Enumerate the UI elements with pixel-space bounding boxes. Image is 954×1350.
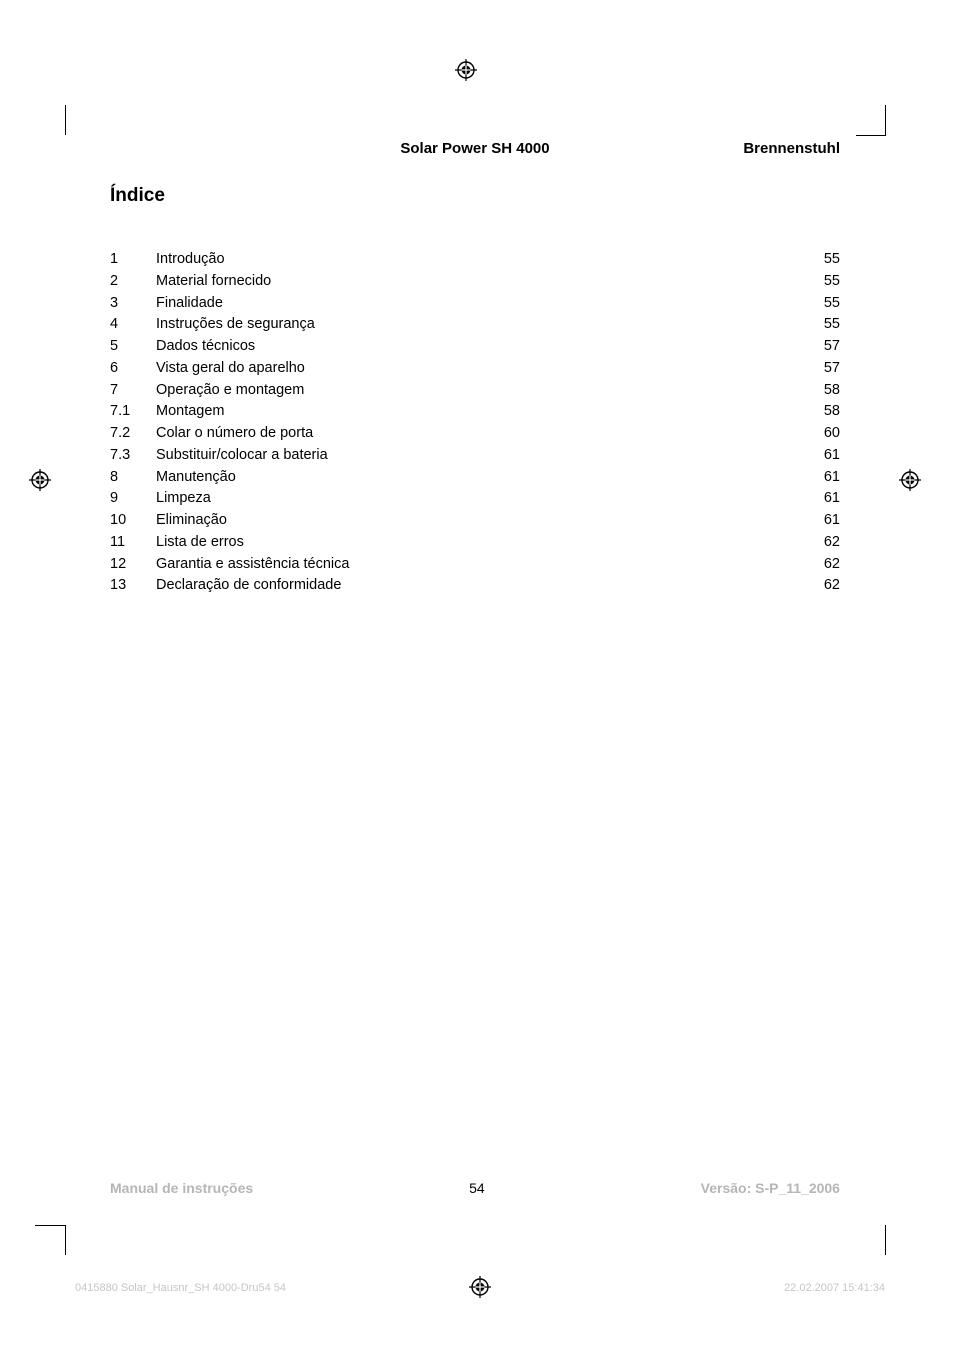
toc-label: Limpeza bbox=[156, 488, 211, 510]
toc-number: 10 bbox=[110, 510, 156, 532]
crop-mark bbox=[35, 1225, 65, 1226]
toc-label: Instruções de segurança bbox=[156, 314, 315, 336]
page-header: Solar Power SH 4000 Brennenstuhl bbox=[110, 140, 840, 157]
toc-page-number: 55 bbox=[824, 293, 840, 315]
footer-left: Manual de instruções bbox=[110, 1180, 253, 1196]
toc-label: Substituir/colocar a bateria bbox=[156, 445, 328, 467]
page-body: Solar Power SH 4000 Brennenstuhl Índice … bbox=[110, 140, 840, 597]
section-title: Índice bbox=[110, 185, 840, 207]
registration-mark-icon bbox=[899, 469, 921, 491]
toc-row: 7Operação e montagem 58 bbox=[110, 380, 840, 402]
registration-mark-icon bbox=[469, 1276, 491, 1301]
toc-label: Vista geral do aparelho bbox=[156, 358, 305, 380]
toc-page-number: 55 bbox=[824, 249, 840, 271]
toc-number: 13 bbox=[110, 575, 156, 597]
toc-row: 1Introdução 55 bbox=[110, 249, 840, 271]
print-meta-right: 22.02.2007 15:41:34 bbox=[784, 1282, 885, 1294]
toc-number: 7.2 bbox=[110, 423, 156, 445]
toc-row: 7.3Substituir/colocar a bateria 61 bbox=[110, 445, 840, 467]
toc-page-number: 62 bbox=[824, 554, 840, 576]
toc-page-number: 57 bbox=[824, 358, 840, 380]
toc-page-number: 61 bbox=[824, 445, 840, 467]
toc-number: 7 bbox=[110, 380, 156, 402]
toc-number: 1 bbox=[110, 249, 156, 271]
toc-number: 5 bbox=[110, 336, 156, 358]
toc-page-number: 62 bbox=[824, 575, 840, 597]
toc-row: 2Material fornecido 55 bbox=[110, 271, 840, 293]
print-meta-left: 0415880 Solar_Hausnr_SH 4000-Dru54 54 bbox=[75, 1282, 286, 1294]
toc-number: 4 bbox=[110, 314, 156, 336]
toc-label: Operação e montagem bbox=[156, 380, 304, 402]
crop-mark bbox=[885, 1225, 886, 1255]
page-number: 54 bbox=[469, 1180, 485, 1196]
print-meta-row: 0415880 Solar_Hausnr_SH 4000-Dru54 54 22… bbox=[75, 1282, 885, 1294]
toc-page-number: 60 bbox=[824, 423, 840, 445]
toc-label: Garantia e assistência técnica bbox=[156, 554, 349, 576]
toc-number: 12 bbox=[110, 554, 156, 576]
toc-row: 4Instruções de segurança 55 bbox=[110, 314, 840, 336]
toc-number: 7.3 bbox=[110, 445, 156, 467]
toc-row: 11Lista de erros 62 bbox=[110, 532, 840, 554]
page-footer: Manual de instruções 54 Versão: S-P_11_2… bbox=[110, 1180, 840, 1196]
toc-page-number: 55 bbox=[824, 314, 840, 336]
toc-row: 3Finalidade 55 bbox=[110, 293, 840, 315]
toc-row: 6Vista geral do aparelho 57 bbox=[110, 358, 840, 380]
toc-label: Manutenção bbox=[156, 467, 236, 489]
toc-number: 11 bbox=[110, 532, 156, 554]
toc-page-number: 58 bbox=[824, 401, 840, 423]
crop-mark bbox=[885, 105, 886, 135]
toc-page-number: 61 bbox=[824, 510, 840, 532]
toc-label: Material fornecido bbox=[156, 271, 271, 293]
toc-page-number: 61 bbox=[824, 488, 840, 510]
toc-number: 8 bbox=[110, 467, 156, 489]
toc-label: Dados técnicos bbox=[156, 336, 255, 358]
toc-number: 2 bbox=[110, 271, 156, 293]
crop-mark bbox=[65, 105, 66, 135]
toc-label: Eliminação bbox=[156, 510, 227, 532]
toc-label: Introdução bbox=[156, 249, 225, 271]
toc-page-number: 57 bbox=[824, 336, 840, 358]
toc-page-number: 58 bbox=[824, 380, 840, 402]
toc-row: 9Limpeza 61 bbox=[110, 488, 840, 510]
header-spacer bbox=[110, 140, 250, 157]
toc-page-number: 55 bbox=[824, 271, 840, 293]
toc-row: 10Eliminação 61 bbox=[110, 510, 840, 532]
document-title: Solar Power SH 4000 bbox=[250, 140, 700, 157]
crop-mark bbox=[65, 1225, 66, 1255]
toc-row: 5Dados técnicos 57 bbox=[110, 336, 840, 358]
toc-label: Montagem bbox=[156, 401, 225, 423]
toc-number: 3 bbox=[110, 293, 156, 315]
toc-number: 6 bbox=[110, 358, 156, 380]
toc-label: Declaração de conformidade bbox=[156, 575, 341, 597]
toc-row: 13Declaração de conformidade 62 bbox=[110, 575, 840, 597]
footer-right: Versão: S-P_11_2006 bbox=[701, 1180, 840, 1196]
toc-label: Colar o número de porta bbox=[156, 423, 313, 445]
toc-number: 9 bbox=[110, 488, 156, 510]
toc-row: 12Garantia e assistência técnica 62 bbox=[110, 554, 840, 576]
toc-row: 7.1Montagem 58 bbox=[110, 401, 840, 423]
brand-name: Brennenstuhl bbox=[700, 140, 840, 157]
toc-row: 7.2Colar o número de porta 60 bbox=[110, 423, 840, 445]
toc-label: Finalidade bbox=[156, 293, 223, 315]
registration-mark-icon bbox=[29, 469, 51, 491]
registration-mark-icon bbox=[455, 59, 477, 81]
toc-row: 8Manutenção 61 bbox=[110, 467, 840, 489]
toc-number: 7.1 bbox=[110, 401, 156, 423]
toc-label: Lista de erros bbox=[156, 532, 244, 554]
table-of-contents: 1Introdução552Material fornecido553Final… bbox=[110, 249, 840, 597]
toc-page-number: 62 bbox=[824, 532, 840, 554]
toc-page-number: 61 bbox=[824, 467, 840, 489]
crop-mark bbox=[856, 135, 886, 136]
